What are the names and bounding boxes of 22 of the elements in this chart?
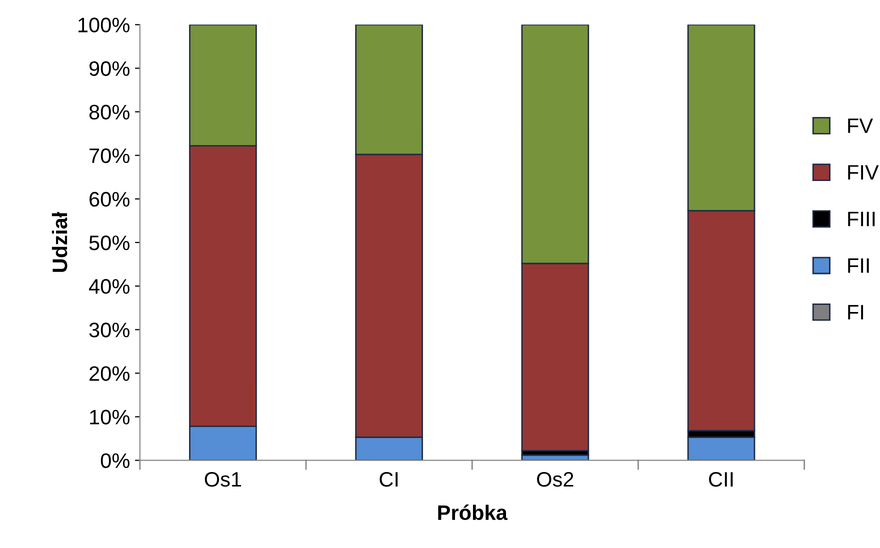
y-tick-label: 60% xyxy=(90,192,130,207)
y-axis-title: Udział xyxy=(52,212,68,272)
x-tick-label: CI xyxy=(380,472,398,487)
x-tick-label: Os1 xyxy=(204,472,242,487)
y-tick-label: 40% xyxy=(88,279,130,294)
y-tick-label: 90% xyxy=(89,61,130,76)
y-tick-label: 20% xyxy=(90,366,130,381)
x-axis-title: Próbka xyxy=(438,504,508,520)
legend-label: FIII xyxy=(848,212,875,226)
y-tick-label: 50% xyxy=(89,235,130,250)
legend-label: FI xyxy=(848,305,864,320)
y-tick-label: 100% xyxy=(78,18,130,32)
x-tick-label: CII xyxy=(709,472,733,487)
y-tick-label: 10% xyxy=(90,410,130,425)
y-tick-label: 0% xyxy=(100,453,130,468)
legend-label: FIV xyxy=(848,165,879,180)
y-tick-label: 80% xyxy=(89,104,130,120)
x-tick-label: Os2 xyxy=(537,472,574,487)
y-tick-label: 30% xyxy=(89,322,130,338)
legend-label: FII xyxy=(848,258,869,273)
y-tick-label: 70% xyxy=(90,148,130,164)
legend-label: FV xyxy=(848,118,873,133)
